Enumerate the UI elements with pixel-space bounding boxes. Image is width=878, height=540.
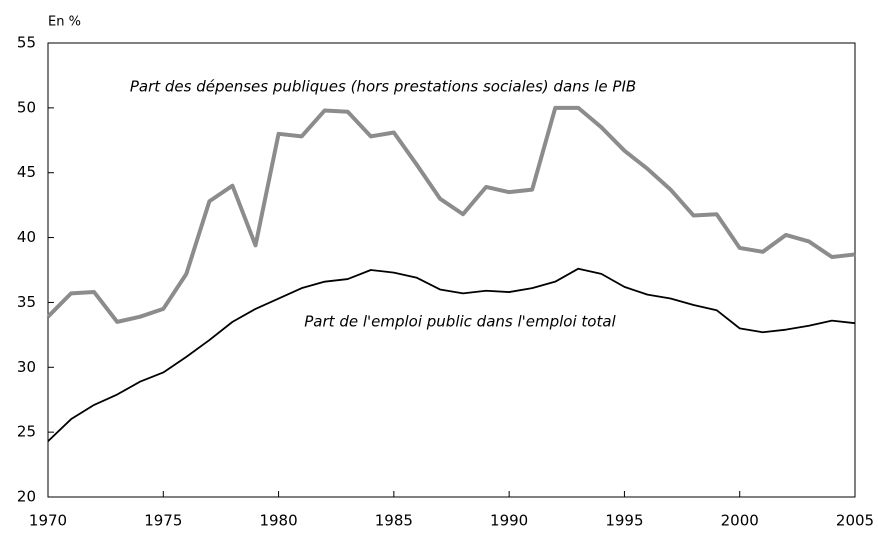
x-tick-label: 1970 — [29, 512, 67, 530]
line-series — [46, 105, 856, 324]
y-tick-label: 30 — [17, 358, 36, 376]
x-tick-label: 2005 — [836, 512, 874, 530]
plot-frame — [47, 42, 856, 498]
x-tick-label: 2000 — [721, 512, 759, 530]
x-tick-label: 1985 — [375, 512, 413, 530]
y-axis-label: En % — [48, 15, 81, 30]
y-tick-label: 20 — [17, 488, 36, 506]
x-tick-label: 1995 — [605, 512, 643, 530]
y-tick-label: 25 — [17, 423, 36, 441]
x-tick-label: 1980 — [259, 512, 297, 530]
y-tick-label: 55 — [17, 34, 36, 52]
y-tick-label: 35 — [17, 293, 36, 311]
y-tick-label: 40 — [17, 228, 36, 246]
x-tick-label: 1990 — [490, 512, 528, 530]
x-tick-label: 1975 — [144, 512, 182, 530]
series-label: Part des dépenses publiques (hors presta… — [130, 78, 636, 96]
line-series — [47, 267, 856, 442]
y-tick-label: 45 — [17, 163, 36, 181]
y-tick-label: 50 — [17, 98, 36, 116]
series-label: Part de l'emploi public dans l'emploi to… — [304, 313, 616, 331]
